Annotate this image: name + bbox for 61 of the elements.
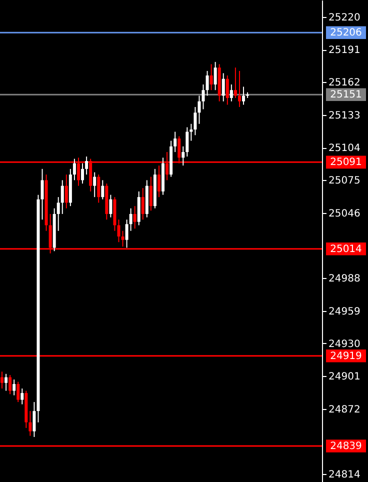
ref-line-label: 25014: [330, 244, 362, 255]
candlestick: [230, 84, 233, 102]
candlestick: [81, 162, 84, 184]
candlestick: [157, 165, 160, 198]
candlestick: [109, 194, 112, 218]
candlestick: [194, 106, 197, 136]
candlestick: [60, 180, 64, 214]
y-tick-label: 24814: [328, 470, 360, 481]
ref-line-label: 25091: [330, 157, 362, 168]
candlestick: [101, 180, 104, 200]
candlestick: [12, 379, 16, 396]
candlestick: [125, 219, 128, 248]
candlestick: [85, 156, 88, 176]
y-tick-label: 25075: [328, 176, 360, 187]
candlestick: [72, 158, 76, 181]
candlestick: [28, 410, 32, 436]
candlestick: [210, 64, 213, 91]
y-tick-label: 24901: [328, 372, 360, 383]
candlestick: [8, 374, 12, 395]
candlestick: [97, 174, 100, 204]
candlestick: [32, 402, 36, 438]
candlestick: [222, 72, 225, 102]
ref-line-label: 24919: [330, 350, 362, 362]
candlestick: [149, 176, 152, 212]
y-tick-label: 25104: [328, 143, 360, 154]
candlestick: [40, 168, 44, 220]
y-tick-label: 25191: [328, 45, 360, 56]
candlestick: [133, 206, 136, 230]
y-tick-label: 24959: [328, 306, 360, 318]
candlestick: [202, 84, 205, 110]
candlestick: [190, 123, 193, 142]
ref-line-label: 25151: [330, 90, 362, 101]
candlestick: [117, 219, 120, 243]
y-tick-label: 25046: [328, 208, 360, 220]
candlestick: [129, 208, 132, 232]
candlestick: [214, 61, 217, 91]
candlestick: [56, 196, 60, 232]
candlestick: [226, 74, 229, 106]
candlestick: [198, 95, 201, 124]
candlestick: [238, 70, 241, 108]
y-tick-label: 24988: [328, 274, 360, 285]
y-tick-label: 25220: [328, 12, 360, 24]
candlestick: [0, 371, 4, 390]
y-tick-label: 24872: [328, 404, 360, 416]
candlestick: [141, 188, 144, 220]
candlestick: [242, 86, 246, 106]
y-tick-label: 25162: [328, 78, 360, 89]
candlestick: [234, 67, 237, 98]
candlestick: [16, 381, 20, 403]
y-tick-label: 25133: [328, 110, 360, 122]
candlestick: [20, 388, 24, 405]
ref-line-label: 25206: [330, 28, 362, 39]
candlestick: [182, 146, 185, 166]
candlestick: [93, 172, 96, 198]
ref-line-label: 24839: [330, 440, 362, 452]
candlestick: [206, 70, 209, 96]
candlestick: [174, 131, 177, 153]
candlestick: [64, 174, 68, 209]
candlestick: [186, 126, 189, 158]
y-tick-label: 24930: [328, 338, 360, 350]
candlestick: [4, 373, 8, 392]
